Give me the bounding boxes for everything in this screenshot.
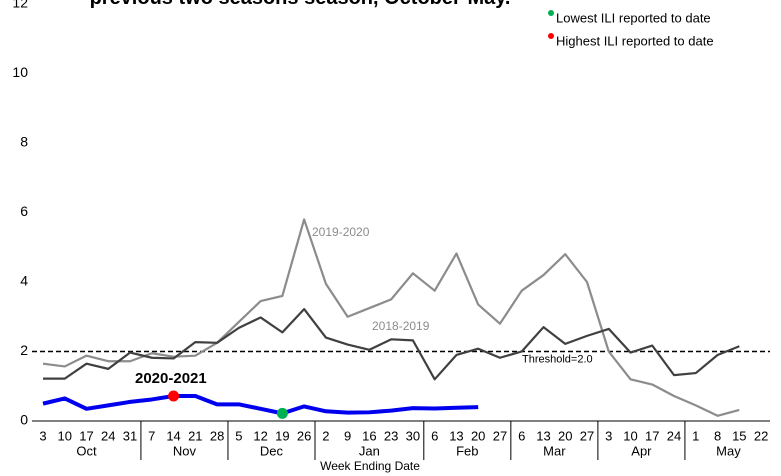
x-tick-label: 26 xyxy=(297,428,311,443)
x-tick-label: 20 xyxy=(558,428,572,443)
x-tick-label: 19 xyxy=(275,428,289,443)
chart-title: previous two seasons season, October-May… xyxy=(90,0,511,9)
x-axis-title: Week Ending Date xyxy=(320,459,420,473)
highest-marker xyxy=(168,390,180,402)
month-label: Feb xyxy=(456,443,478,458)
y-tick-label: 6 xyxy=(20,203,28,219)
legend-label: Lowest ILI reported to date xyxy=(556,10,711,25)
y-tick-label: 8 xyxy=(20,134,28,150)
x-tick-label: 23 xyxy=(384,428,398,443)
x-tick-label: 5 xyxy=(235,428,242,443)
x-tick-label: 1 xyxy=(692,428,699,443)
series-label: 2020-2021 xyxy=(135,370,207,387)
month-label: Oct xyxy=(76,443,97,458)
x-tick-label: 10 xyxy=(623,428,637,443)
x-tick-label: 13 xyxy=(449,428,463,443)
series-label: 2019-2020 xyxy=(312,225,370,239)
month-label: Jan xyxy=(359,443,380,458)
x-tick-label: 6 xyxy=(518,428,525,443)
y-tick-label: 2 xyxy=(20,342,28,358)
month-label: Mar xyxy=(543,443,566,458)
x-tick-label: 2 xyxy=(322,428,329,443)
x-tick-label: 28 xyxy=(210,428,224,443)
x-tick-label: 10 xyxy=(58,428,72,443)
x-tick-label: 22 xyxy=(754,428,768,443)
month-label: Nov xyxy=(173,443,197,458)
x-tick-label: 12 xyxy=(253,428,267,443)
x-tick-label: 13 xyxy=(536,428,550,443)
x-tick-label: 3 xyxy=(39,428,46,443)
legend-marker xyxy=(548,33,554,39)
series-line xyxy=(42,218,740,417)
month-label: Apr xyxy=(631,443,652,458)
series-line xyxy=(43,308,740,381)
x-tick-label: 30 xyxy=(406,428,420,443)
x-tick-label: 27 xyxy=(580,428,594,443)
y-tick-label: 10 xyxy=(12,64,28,80)
x-tick-label: 14 xyxy=(166,428,180,443)
threshold-label: Threshold=2.0 xyxy=(522,353,593,365)
x-tick-label: 8 xyxy=(714,428,721,443)
x-tick-label: 31 xyxy=(123,428,137,443)
x-tick-label: 7 xyxy=(148,428,155,443)
x-tick-label: 15 xyxy=(732,428,746,443)
x-tick-label: 6 xyxy=(431,428,438,443)
x-tick-label: 24 xyxy=(101,428,115,443)
x-tick-label: 9 xyxy=(344,428,351,443)
month-label: Dec xyxy=(260,443,284,458)
x-tick-label: 21 xyxy=(188,428,202,443)
x-tick-label: 24 xyxy=(667,428,681,443)
legend-label: Highest ILI reported to date xyxy=(556,33,714,48)
y-tick-label: 4 xyxy=(20,273,28,289)
x-tick-label: 20 xyxy=(471,428,485,443)
x-tick-label: 17 xyxy=(79,428,93,443)
series-label: 2018-2019 xyxy=(372,319,430,333)
lowest-marker xyxy=(276,407,288,419)
y-tick-label: 0 xyxy=(20,412,28,428)
legend-marker xyxy=(548,10,554,16)
series-line xyxy=(42,393,479,416)
x-tick-label: 27 xyxy=(493,428,507,443)
y-tick-label: 12 xyxy=(12,0,28,11)
x-tick-label: 17 xyxy=(645,428,659,443)
month-label: May xyxy=(716,443,741,458)
x-tick-label: 16 xyxy=(362,428,376,443)
x-tick-label: 3 xyxy=(605,428,612,443)
